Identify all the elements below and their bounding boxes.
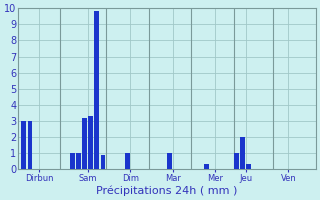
Bar	[76, 153, 81, 169]
Bar	[234, 153, 239, 169]
Bar	[100, 155, 105, 169]
Bar	[167, 153, 172, 169]
Bar	[246, 164, 252, 169]
Bar	[28, 121, 32, 169]
Bar	[88, 116, 93, 169]
X-axis label: Précipitations 24h ( mm ): Précipitations 24h ( mm )	[96, 185, 237, 196]
Bar	[204, 164, 209, 169]
Bar	[70, 153, 75, 169]
Bar	[240, 137, 245, 169]
Bar	[82, 118, 87, 169]
Bar	[125, 153, 130, 169]
Bar	[94, 11, 99, 169]
Bar	[21, 121, 26, 169]
